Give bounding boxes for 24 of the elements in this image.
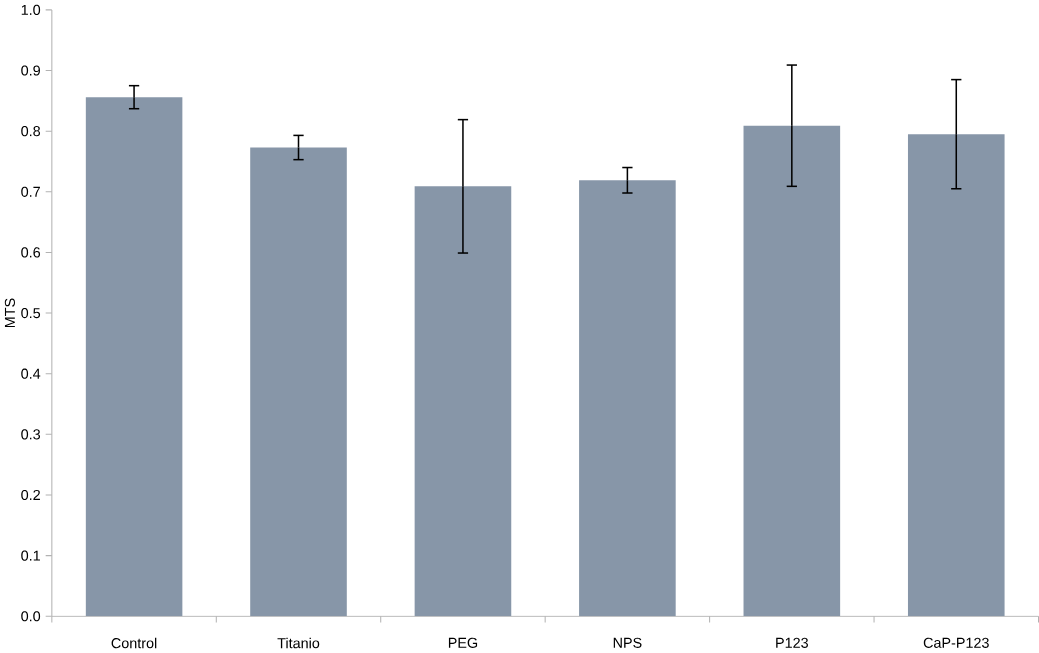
y-tick-label: 0.6 xyxy=(21,247,41,258)
y-tick-label: 0.9 xyxy=(21,65,40,76)
bar xyxy=(85,97,183,617)
x-tick-label: NPS xyxy=(613,637,642,648)
x-tick-label: P123 xyxy=(776,637,808,648)
bar xyxy=(907,134,1005,617)
y-tick-label: 0.0 xyxy=(21,611,41,622)
bar xyxy=(579,180,676,617)
bar xyxy=(414,186,512,617)
x-tick-label: CaP-P123 xyxy=(923,637,989,648)
bar xyxy=(743,125,841,617)
y-tick-label: 0.5 xyxy=(21,307,41,319)
x-tick-label: Control xyxy=(111,637,157,649)
y-tick-label: 0.2 xyxy=(21,489,40,501)
y-tick-label: 0.8 xyxy=(21,126,41,137)
y-tick-label: 0.7 xyxy=(21,186,40,197)
x-tick-label: PEG xyxy=(448,637,478,648)
y-tick-label: 0.4 xyxy=(21,368,41,379)
bar xyxy=(250,147,347,617)
y-tick-label: 1.0 xyxy=(21,4,41,15)
y-tick-label: 0.1 xyxy=(21,550,40,561)
y-tick-label: 0.3 xyxy=(21,429,41,440)
y-axis-title: MTS xyxy=(4,298,15,328)
x-tick-label: Titanio xyxy=(277,637,320,649)
